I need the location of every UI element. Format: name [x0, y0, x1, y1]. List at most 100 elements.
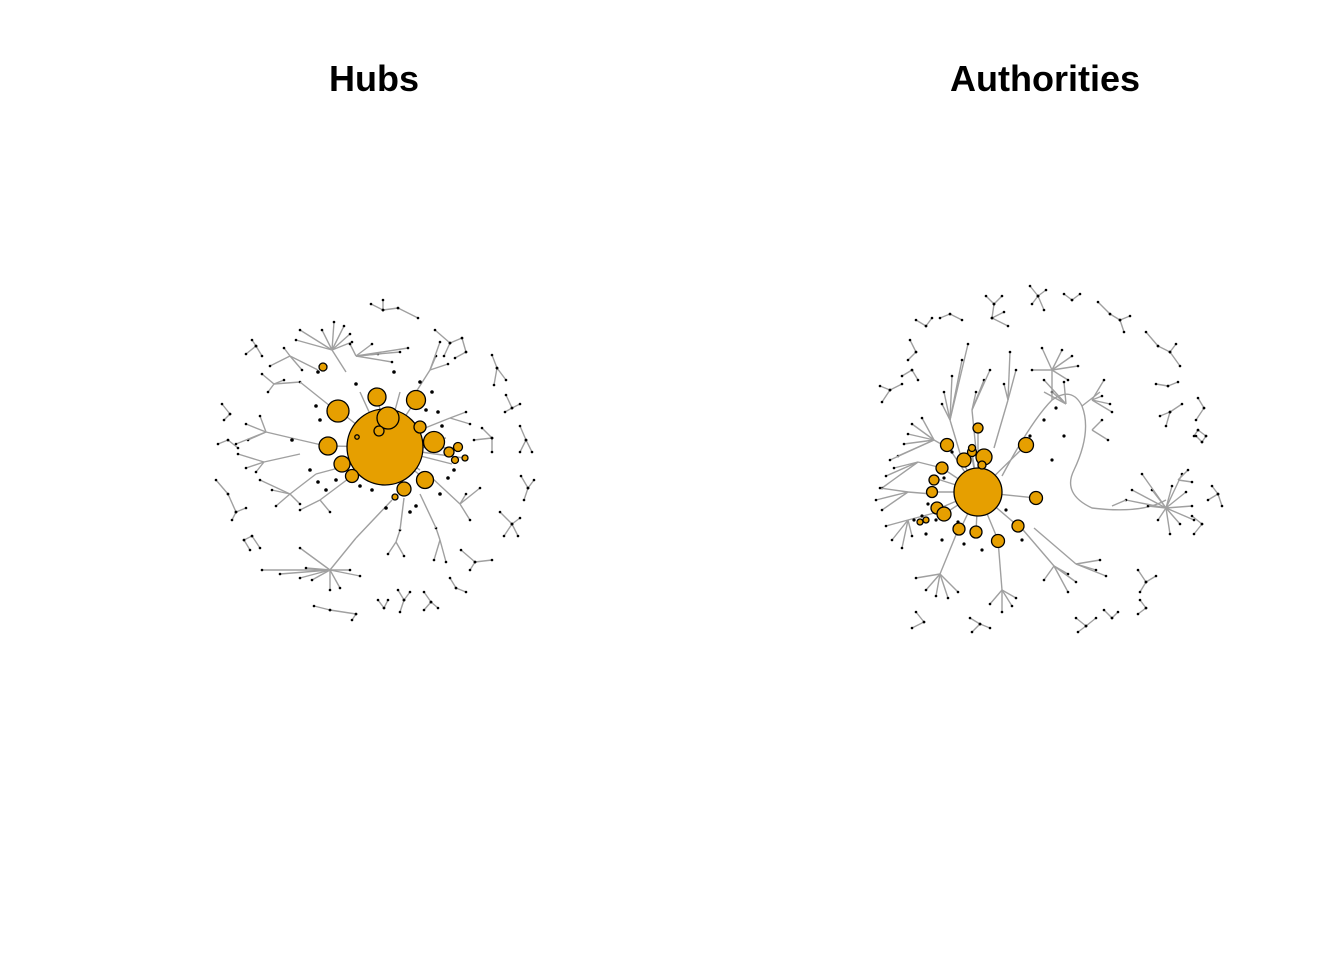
network-edge — [1193, 523, 1203, 535]
network-node — [1028, 490, 1044, 506]
network-node — [244, 422, 248, 426]
network-node — [422, 430, 446, 454]
network-node — [970, 630, 974, 634]
network-edge — [1159, 411, 1171, 417]
network-node — [878, 384, 882, 388]
network-node — [532, 478, 536, 482]
network-node — [518, 402, 522, 406]
network-edge — [527, 479, 535, 489]
network-node — [924, 324, 928, 328]
network-edge — [911, 423, 935, 441]
network-node — [254, 344, 258, 348]
network-node — [495, 366, 499, 370]
network-node — [422, 590, 426, 594]
network-edge — [387, 541, 397, 555]
network-edge — [331, 349, 347, 373]
network-node — [354, 612, 358, 616]
network-node — [376, 598, 380, 602]
network-node — [250, 534, 254, 538]
network-edge — [1109, 313, 1121, 321]
network-edge — [939, 529, 959, 575]
network-node — [935, 461, 949, 475]
network-node — [408, 590, 412, 594]
network-edge — [907, 433, 935, 441]
network-node — [1010, 604, 1014, 608]
network-node — [216, 442, 220, 446]
authorities-edges — [874, 284, 1224, 634]
network-edge — [1165, 507, 1181, 525]
network-node — [268, 364, 272, 368]
network-node — [922, 516, 930, 524]
network-node — [282, 346, 286, 350]
network-node — [956, 452, 972, 468]
network-node — [266, 390, 270, 394]
network-node — [1204, 434, 1208, 438]
network-node — [988, 626, 992, 630]
network-node — [969, 525, 983, 539]
network-node — [1170, 484, 1174, 488]
network-node — [526, 486, 530, 490]
network-edge — [245, 461, 265, 469]
network-edge — [909, 339, 917, 353]
network-edge — [1001, 589, 1017, 599]
network-edge — [1157, 507, 1167, 521]
network-node — [408, 510, 412, 514]
network-edge — [939, 313, 951, 319]
network-node — [310, 578, 314, 582]
network-edge — [1165, 507, 1171, 535]
network-edge — [245, 423, 267, 433]
network-edge — [1155, 383, 1169, 387]
network-edge — [525, 439, 533, 453]
network-node — [278, 572, 282, 576]
network-node — [1014, 368, 1018, 372]
network-node — [990, 316, 994, 320]
network-node — [1004, 508, 1008, 512]
network-edge — [971, 623, 981, 633]
network-node — [1070, 298, 1074, 302]
network-node — [358, 574, 362, 578]
network-node — [1192, 532, 1196, 536]
network-node — [424, 408, 428, 412]
network-node — [459, 548, 463, 552]
network-node — [906, 358, 910, 362]
network-node — [884, 524, 888, 528]
network-edge — [511, 523, 519, 537]
network-node — [1118, 318, 1122, 322]
network-node — [438, 340, 442, 344]
network-node — [1100, 418, 1104, 422]
network-node — [1044, 288, 1048, 292]
network-edge — [1097, 301, 1111, 315]
network-node — [990, 533, 1006, 549]
network-node — [316, 370, 320, 374]
network-node — [920, 416, 924, 420]
network-edge — [949, 313, 963, 321]
network-edge — [1051, 355, 1073, 371]
network-node — [1110, 616, 1114, 620]
network-edge — [243, 535, 253, 541]
network-edge — [1139, 599, 1147, 609]
network-edge — [493, 367, 498, 386]
network-node — [328, 510, 332, 514]
network-edge — [1081, 391, 1101, 407]
network-node — [1030, 368, 1034, 372]
network-edge — [1111, 499, 1127, 507]
network-node — [910, 534, 914, 538]
network-edge — [461, 337, 467, 353]
network-node — [1138, 598, 1142, 602]
network-node — [900, 546, 904, 550]
network-node — [504, 378, 508, 382]
network-edge — [491, 354, 498, 369]
network-node — [519, 474, 523, 478]
network-edge — [423, 591, 432, 603]
network-node — [244, 466, 248, 470]
network-node — [384, 506, 388, 510]
network-node — [1102, 608, 1106, 612]
authorities-title: Authorities — [949, 58, 1140, 99]
network-edge — [349, 343, 357, 357]
network-node — [398, 610, 402, 614]
network-edge — [921, 417, 935, 441]
network-node — [396, 306, 400, 310]
network-edge — [473, 437, 493, 441]
network-node — [1144, 330, 1148, 334]
network-node — [1144, 580, 1148, 584]
